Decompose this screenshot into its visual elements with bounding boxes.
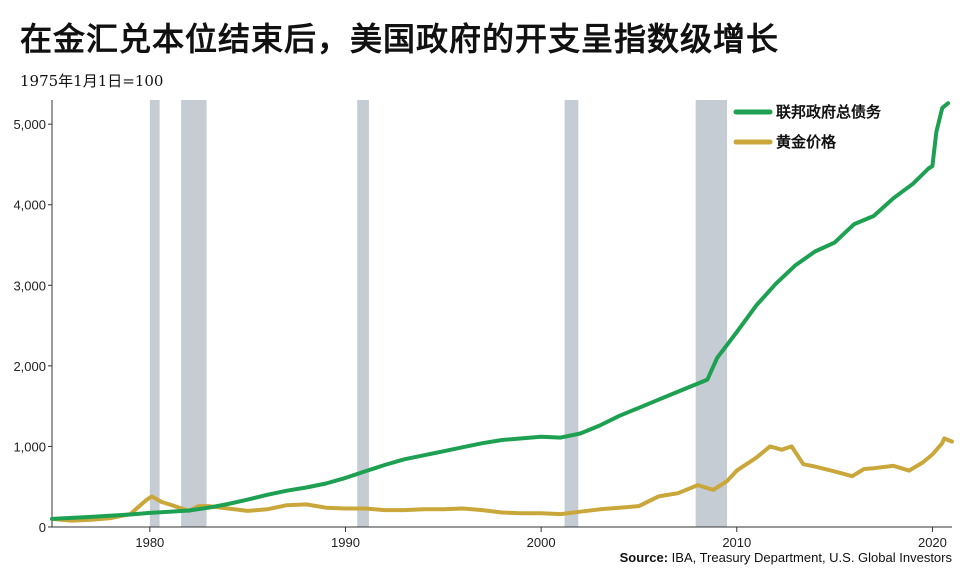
- y-tick-label: 3,000: [13, 278, 46, 293]
- x-tick-label: 1990: [331, 535, 360, 550]
- recession-band-1: [181, 100, 207, 527]
- y-tick-label: 4,000: [13, 198, 46, 213]
- recession-band-0: [149, 100, 160, 527]
- y-tick-label: 2,000: [13, 359, 46, 374]
- chart-subtitle: 1975年1月1日=100: [20, 72, 164, 90]
- page-title: 在金汇兑本位结束后，美国政府的开支呈指数级增长: [20, 20, 780, 58]
- x-tick-label: 2010: [722, 535, 751, 550]
- y-tick-label: 0: [39, 520, 46, 535]
- chart-series: [50, 101, 954, 523]
- y-tick-label: 1,000: [13, 439, 46, 454]
- x-tick-label: 1980: [135, 535, 164, 550]
- x-tick-label: 2020: [918, 535, 947, 550]
- recession-band-2: [357, 100, 369, 527]
- legend-label-debt: 联邦政府总债务: [776, 103, 882, 121]
- recession-band-3: [564, 100, 579, 527]
- legend-label-gold: 黄金价格: [776, 133, 837, 151]
- series-line-debt: [50, 101, 951, 521]
- source-text: IBA, Treasury Department, U.S. Global In…: [668, 550, 952, 565]
- recession-band-4: [695, 100, 727, 527]
- source-prefix: Source:: [619, 550, 669, 565]
- y-tick-label: 5,000: [13, 117, 46, 132]
- recession-bands: [149, 100, 727, 527]
- source-note: Source: IBA, Treasury Department, U.S. G…: [620, 550, 952, 565]
- chart-axes: 0 1,000 2,000 3,000 4,000 5,000 1980 1990 2000 20…: [13, 100, 952, 550]
- x-tick-label: 2000: [527, 535, 556, 550]
